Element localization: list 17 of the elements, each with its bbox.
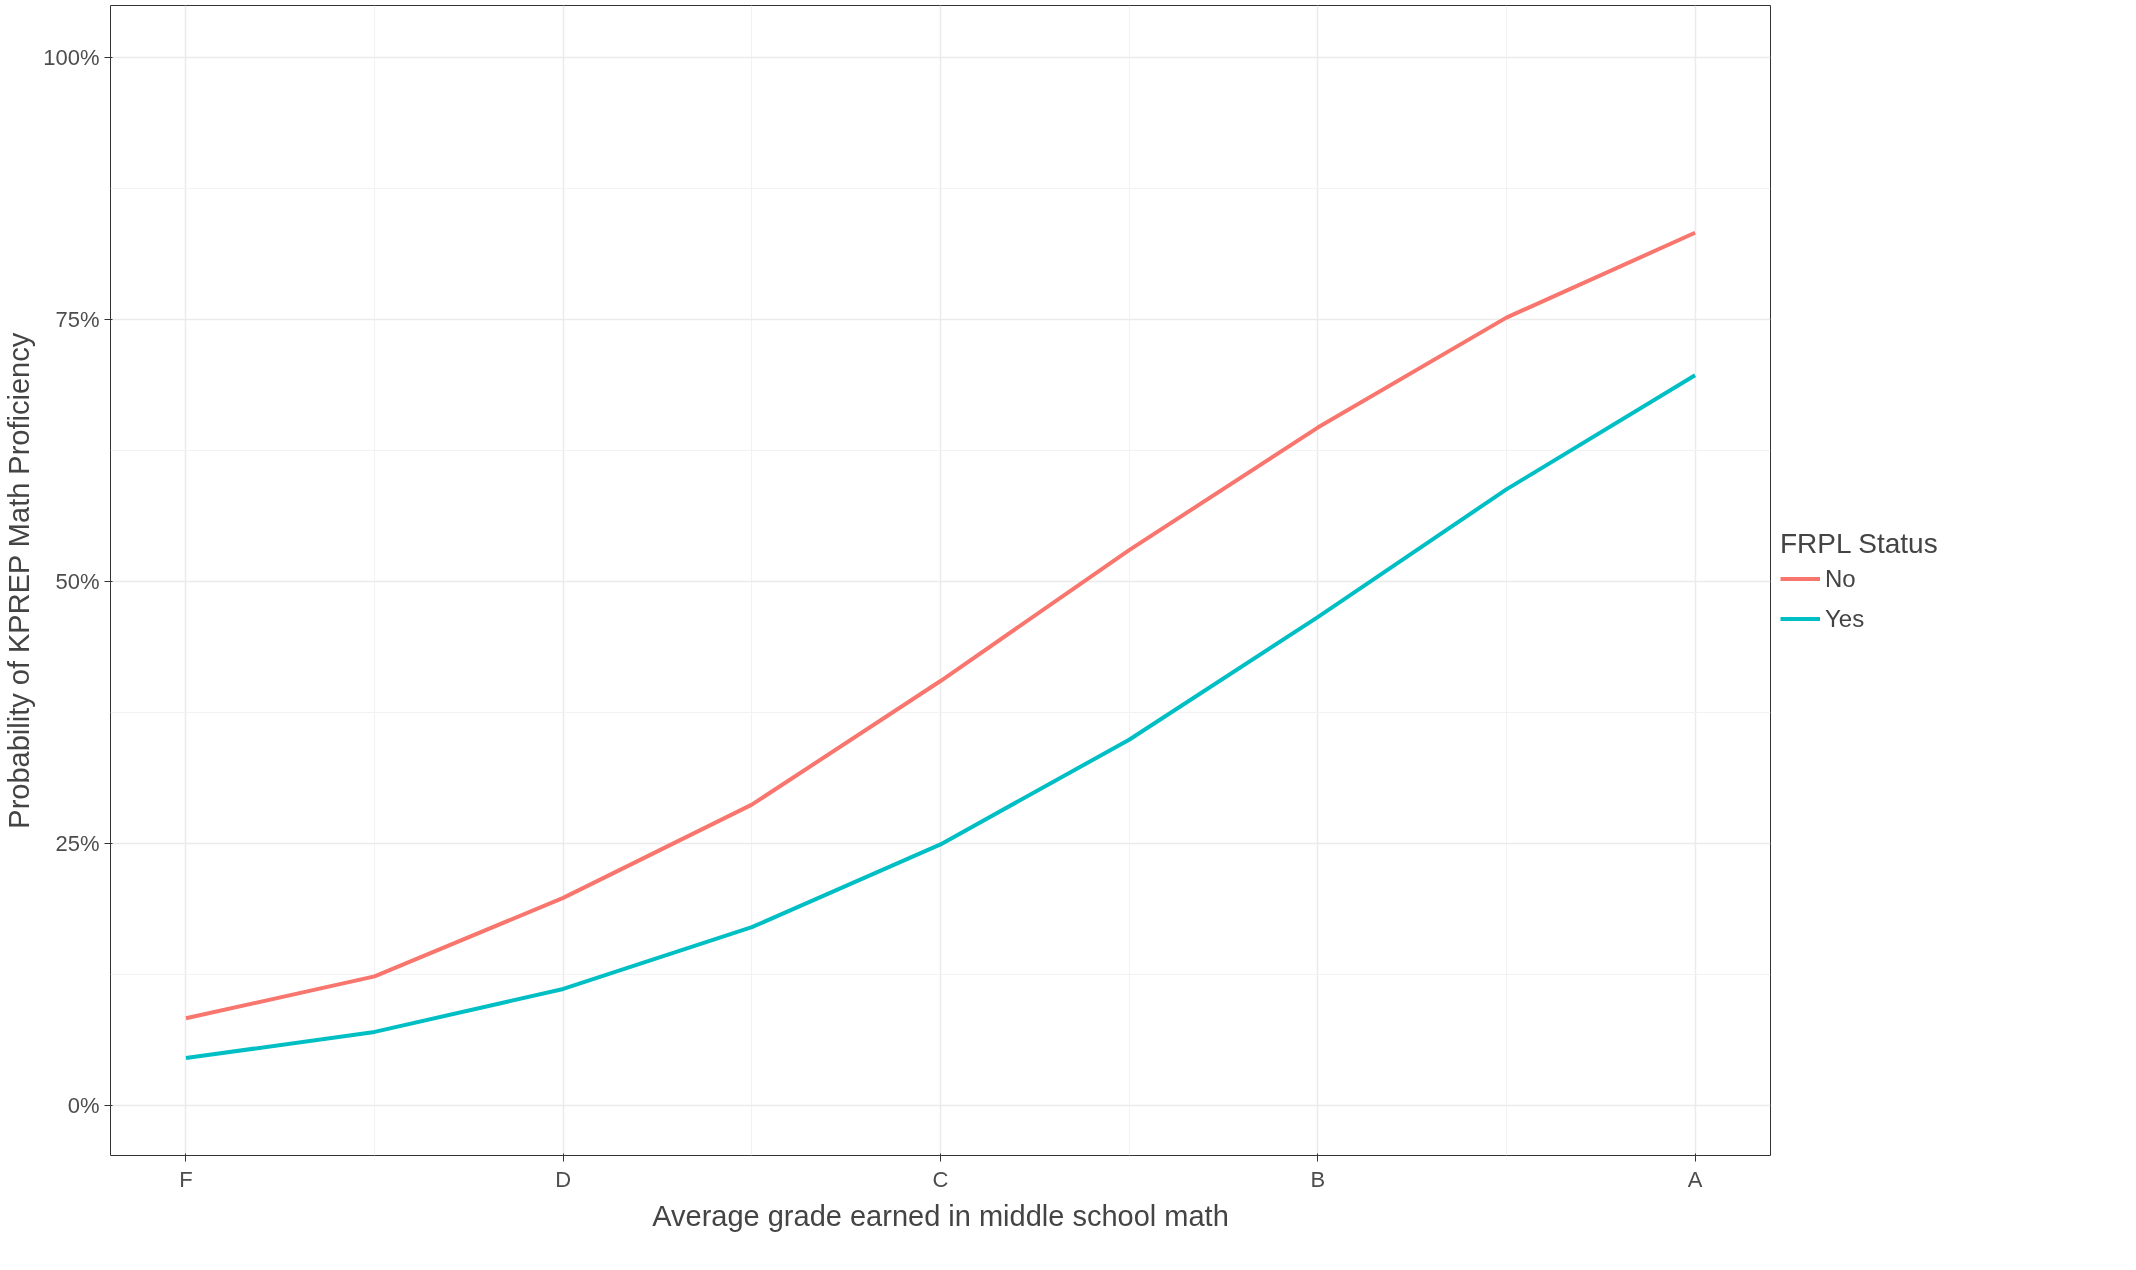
x-tick-label: B (1310, 1166, 1326, 1192)
x-tick-label: C (932, 1166, 949, 1192)
line-series (183, 230, 1698, 1021)
y-tick-label: 50% (55, 569, 100, 595)
x-tick-label: F (179, 1166, 193, 1192)
y-tick-label: 0% (67, 1092, 100, 1118)
y-tick-label: 75% (55, 307, 100, 333)
y-tick-label: 25% (55, 830, 100, 856)
legend-label: No (1825, 564, 1856, 593)
legend-title: FRPL Status (1780, 527, 1938, 560)
y-axis-title: Probability of KPREP Math Proficiency (3, 332, 36, 829)
x-axis-title: Average grade earned in middle school math (652, 1199, 1229, 1232)
line-series (183, 373, 1698, 1061)
x-tick-label: A (1687, 1166, 1703, 1192)
legend-label: Yes (1825, 604, 1865, 633)
x-tick-label: D (555, 1166, 572, 1192)
y-tick-label: 100% (43, 45, 100, 71)
